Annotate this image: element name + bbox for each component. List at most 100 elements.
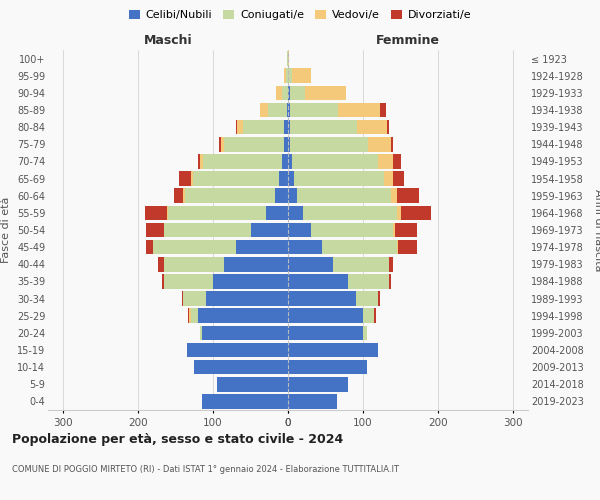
Bar <box>284 68 288 83</box>
Bar <box>288 206 397 220</box>
Bar <box>191 172 288 186</box>
Bar <box>153 240 288 254</box>
Bar <box>235 240 288 254</box>
Bar <box>164 222 288 238</box>
Bar <box>162 274 288 288</box>
Bar <box>221 137 288 152</box>
Bar <box>200 326 288 340</box>
Bar <box>235 120 288 134</box>
Bar <box>183 292 288 306</box>
Bar <box>288 257 393 272</box>
Bar <box>265 206 288 220</box>
Bar <box>187 342 288 357</box>
Bar <box>288 360 367 374</box>
Bar <box>288 102 380 118</box>
Bar <box>288 68 311 83</box>
Bar <box>182 292 288 306</box>
Bar <box>183 292 288 306</box>
Bar <box>185 188 288 203</box>
Y-axis label: Fasce di età: Fasce di età <box>1 197 11 263</box>
Bar <box>288 292 355 306</box>
Bar <box>164 257 288 272</box>
Bar <box>213 274 288 288</box>
Bar <box>164 274 288 288</box>
Bar <box>288 394 337 408</box>
Bar <box>288 137 290 152</box>
Bar <box>202 326 288 340</box>
Bar <box>288 274 389 288</box>
Bar <box>275 188 288 203</box>
Bar <box>288 137 393 152</box>
Bar <box>288 154 378 168</box>
Bar <box>191 308 288 323</box>
Bar <box>288 86 305 100</box>
Bar <box>288 326 367 340</box>
Bar <box>158 257 288 272</box>
Bar <box>288 154 401 168</box>
Bar <box>288 308 374 323</box>
Bar <box>288 206 401 220</box>
Bar <box>288 154 393 168</box>
Bar <box>288 154 292 168</box>
Bar <box>194 360 288 374</box>
Bar <box>288 240 398 254</box>
Bar <box>288 257 333 272</box>
Bar <box>219 137 288 152</box>
Text: Popolazione per età, sesso e stato civile - 2024: Popolazione per età, sesso e stato civil… <box>12 432 343 446</box>
Text: COMUNE DI POGGIO MIRTETO (RI) - Dati ISTAT 1° gennaio 2024 - Elaborazione TUTTIT: COMUNE DI POGGIO MIRTETO (RI) - Dati IST… <box>12 466 399 474</box>
Bar <box>205 292 288 306</box>
Bar <box>194 360 288 374</box>
Bar <box>288 377 348 392</box>
Bar <box>288 292 380 306</box>
Bar <box>194 360 288 374</box>
Bar <box>260 102 288 118</box>
Bar <box>167 206 288 220</box>
Bar <box>202 394 288 408</box>
Bar <box>288 102 338 118</box>
Bar <box>288 172 404 186</box>
Bar <box>288 360 367 374</box>
Bar <box>198 308 288 323</box>
Bar <box>288 326 367 340</box>
Bar <box>288 52 289 66</box>
Bar <box>146 222 288 238</box>
Bar <box>268 102 288 118</box>
Bar <box>287 102 288 118</box>
Bar <box>288 222 395 238</box>
Y-axis label: Anni di nascita: Anni di nascita <box>593 188 600 271</box>
Bar <box>288 342 378 357</box>
Bar <box>288 326 367 340</box>
Bar <box>288 52 289 66</box>
Bar <box>288 377 348 392</box>
Bar <box>187 342 288 357</box>
Bar <box>287 52 288 66</box>
Bar <box>288 188 297 203</box>
Bar <box>284 68 288 83</box>
Bar <box>288 274 348 288</box>
Bar <box>284 120 288 134</box>
Bar <box>202 394 288 408</box>
Bar <box>217 377 288 392</box>
Bar <box>288 206 303 220</box>
Bar <box>164 257 288 272</box>
Bar <box>276 86 288 100</box>
Bar <box>288 86 290 100</box>
Bar <box>288 240 417 254</box>
Bar <box>174 188 288 203</box>
Bar <box>288 308 363 323</box>
Bar <box>217 377 288 392</box>
Bar <box>288 222 417 238</box>
Bar <box>146 240 288 254</box>
Bar <box>288 188 397 203</box>
Bar <box>288 308 374 323</box>
Bar <box>203 154 288 168</box>
Bar <box>287 52 288 66</box>
Bar <box>276 86 288 100</box>
Bar <box>288 292 378 306</box>
Bar <box>153 240 288 254</box>
Title: Femmine: Femmine <box>376 34 440 48</box>
Bar <box>187 342 288 357</box>
Bar <box>288 240 322 254</box>
Bar <box>288 206 431 220</box>
Bar <box>288 86 346 100</box>
